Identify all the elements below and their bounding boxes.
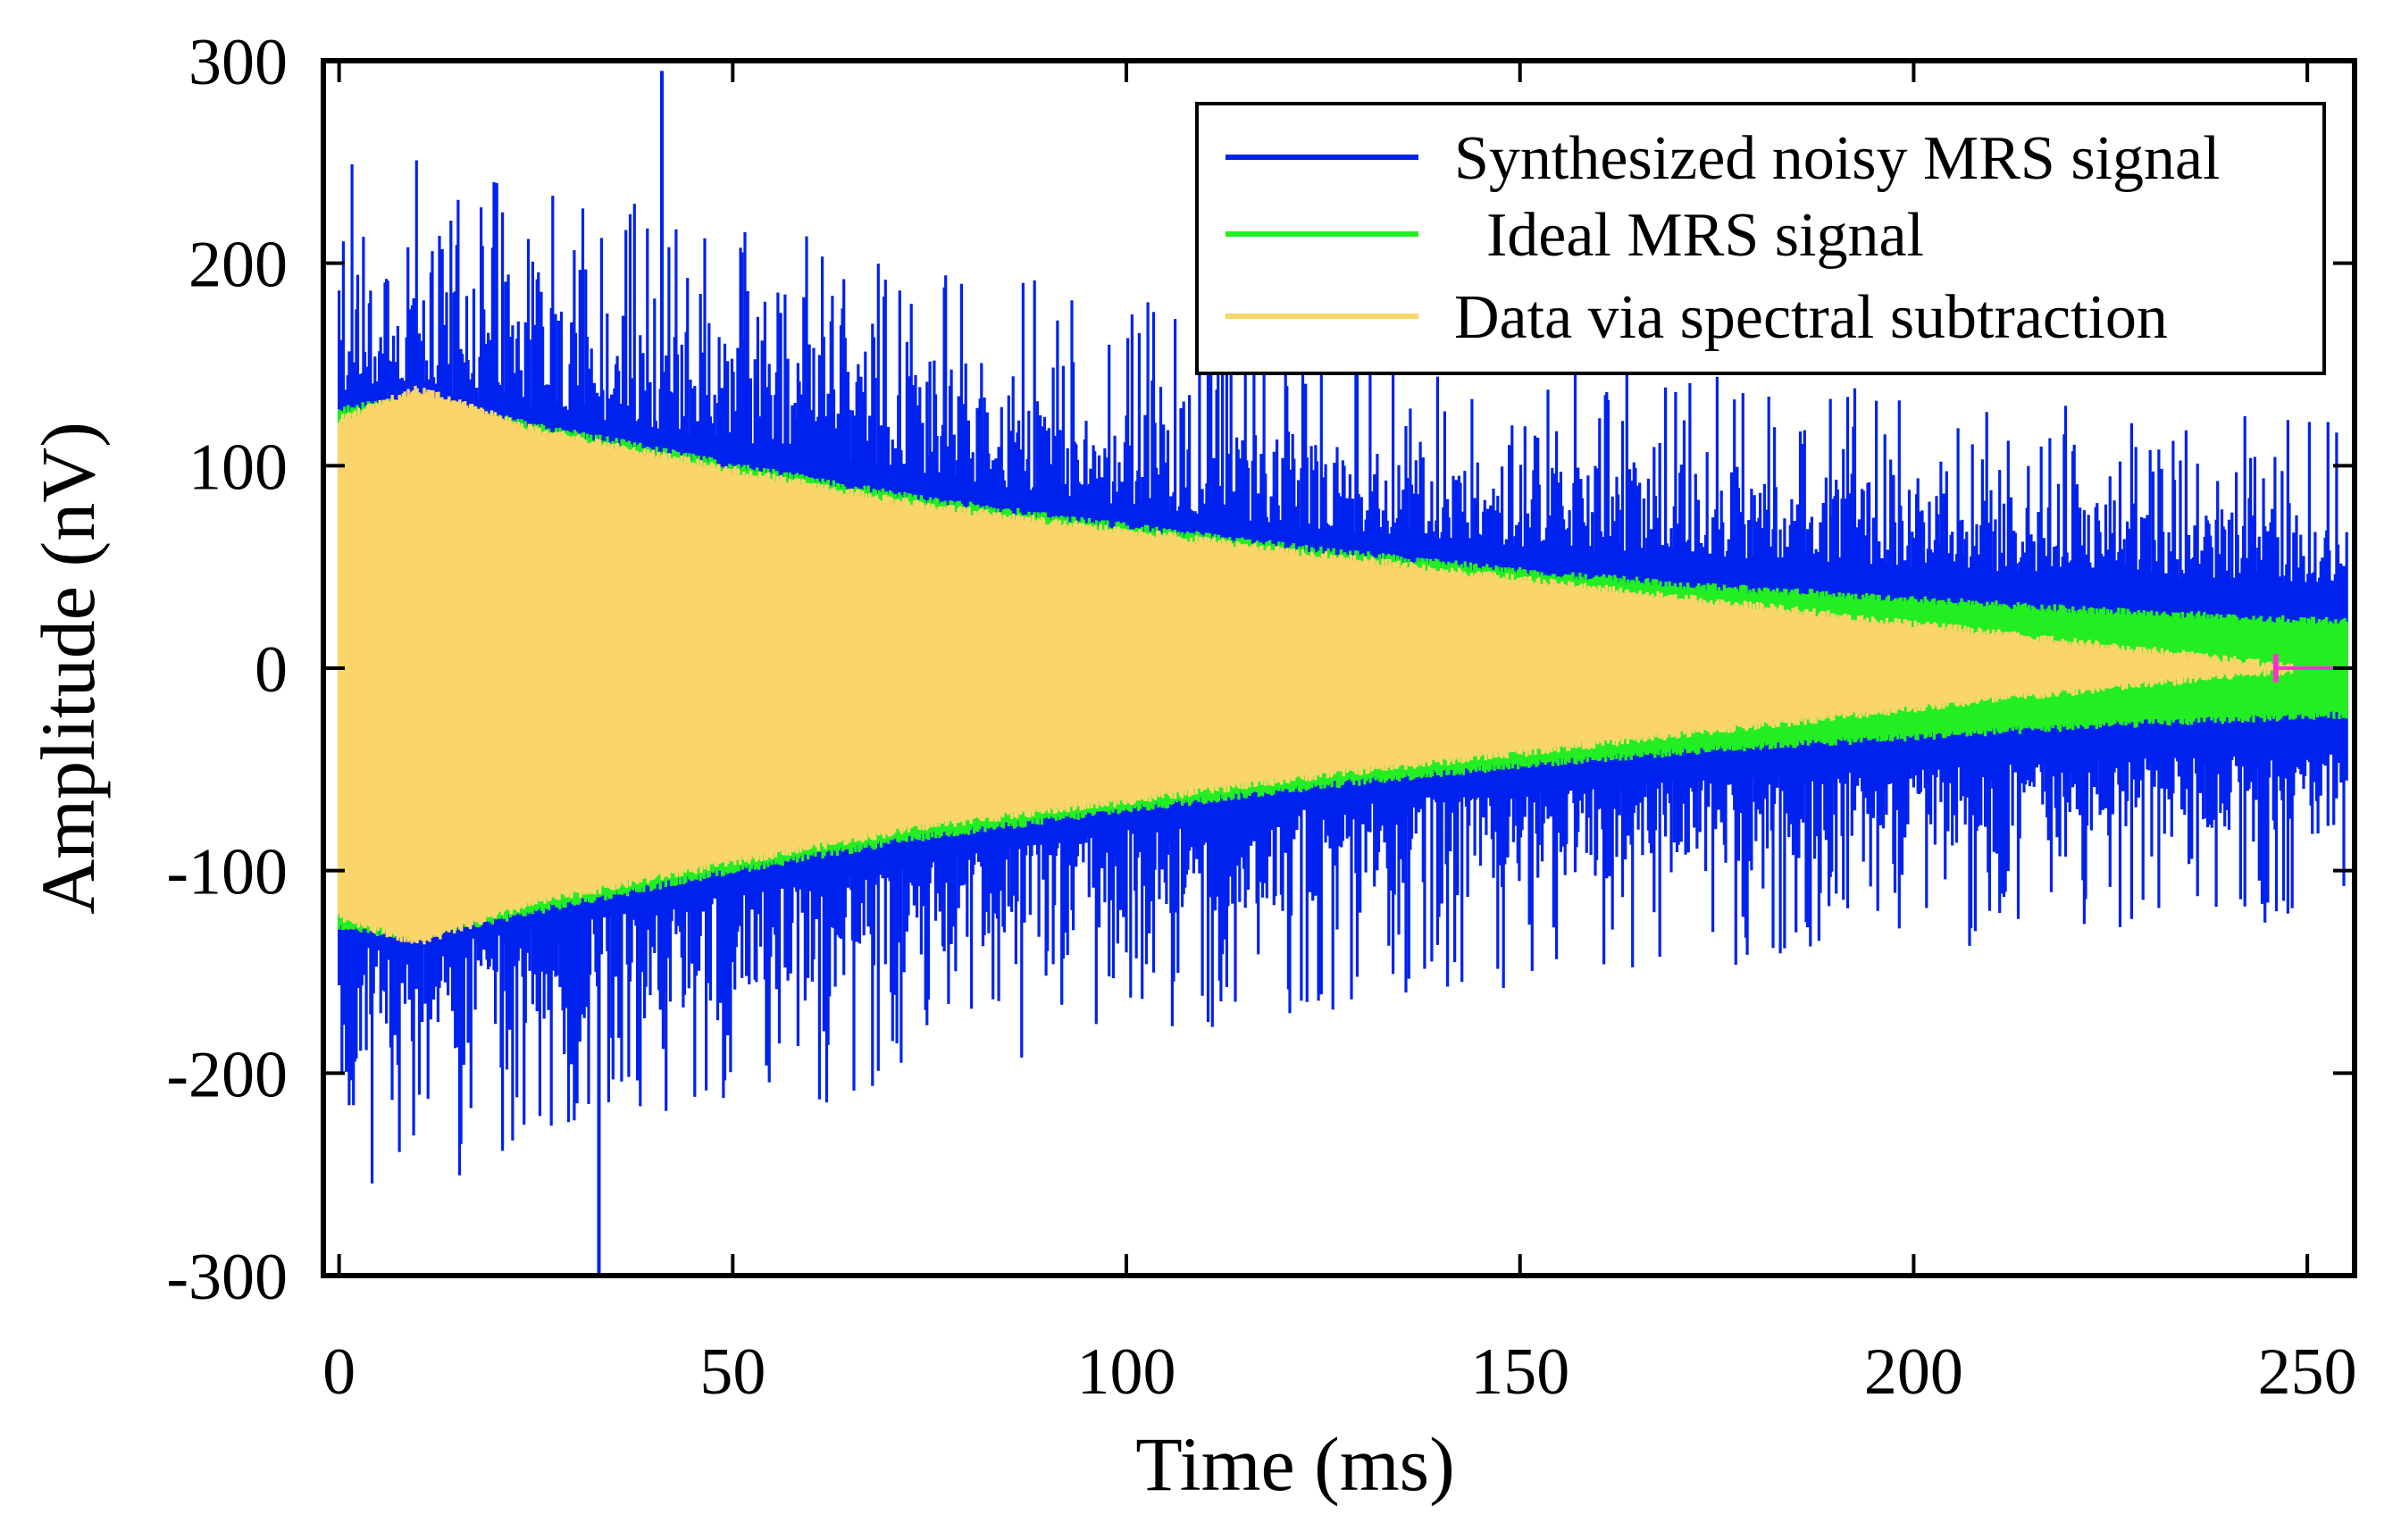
y-tick-label-100: 100 xyxy=(188,431,288,504)
x-axis-title: Time (ms) xyxy=(1135,1421,1455,1507)
legend-label-ideal: Ideal MRS signal xyxy=(1486,201,1924,270)
axes-layer: 0 50 100 150 200 250 -300 -200 -100 0 100 200 300 xyxy=(166,26,2356,1409)
y-tick-label--100: -100 xyxy=(166,836,288,909)
y-tick-label-300: 300 xyxy=(188,26,288,99)
y-tick-label-200: 200 xyxy=(188,229,288,302)
y-axis-title: Amplitude (nV) xyxy=(25,422,111,915)
legend-label-subtraction: Data via spectral subtraction xyxy=(1454,283,2168,352)
x-tick-label-0: 0 xyxy=(322,1335,356,1409)
y-tick-label-0: 0 xyxy=(255,633,288,707)
legend-box xyxy=(1195,102,2326,375)
legend-label-noisy: Synthesized noisy MRS signal xyxy=(1454,124,2221,193)
x-tick-label-100: 100 xyxy=(1077,1335,1176,1409)
x-tick-label-250: 250 xyxy=(2258,1335,2357,1409)
y-tick-label--200: -200 xyxy=(166,1038,288,1111)
x-tick-label-50: 50 xyxy=(699,1335,765,1409)
legend: Synthesized noisy MRS signal Ideal MRS s… xyxy=(1195,102,2326,375)
y-tick-label--300: -300 xyxy=(166,1241,288,1314)
x-tick-label-150: 150 xyxy=(1470,1335,1569,1409)
x-tick-label-200: 200 xyxy=(1864,1335,1963,1409)
